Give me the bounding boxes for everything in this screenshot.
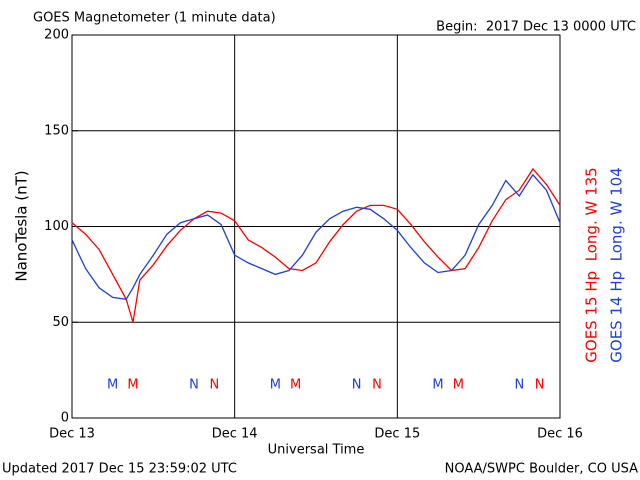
y-axis-label: NanoTesla (nT): [13, 170, 31, 281]
y-tick-label: 0: [61, 411, 69, 426]
footer-left: Updated 2017 Dec 15 23:59:02 UTC: [2, 462, 237, 477]
annotation: N: [514, 378, 524, 393]
annotation: N: [209, 378, 219, 393]
series-line: [71, 167, 561, 323]
annotation: M: [127, 378, 138, 393]
annotation: N: [352, 378, 362, 393]
annotation: M: [290, 378, 301, 393]
annotation: M: [107, 378, 118, 393]
plot-frame: [71, 34, 561, 419]
annotation: M: [453, 378, 464, 393]
x-tick-label: Dec 14: [212, 427, 258, 442]
annotation: N: [535, 378, 545, 393]
legend-entry: GOES 15 Hp Long. W 135: [583, 167, 601, 362]
y-tick-label: 50: [52, 315, 69, 330]
footer-right: NOAA/SWPC Boulder, CO USA: [445, 462, 638, 477]
x-axis-label: Universal Time: [268, 443, 365, 458]
annotation: M: [432, 378, 443, 393]
chart-subtitle: Begin: 2017 Dec 13 0000 UTC: [436, 20, 636, 35]
legend-entry: GOES 14 Hp Long. W 104: [608, 167, 626, 362]
y-tick-label: 150: [44, 123, 69, 138]
y-tick-label: 200: [44, 28, 69, 43]
x-tick-label: Dec 13: [49, 427, 95, 442]
annotation: N: [189, 378, 199, 393]
x-tick-label: Dec 16: [537, 427, 583, 442]
annotation: N: [372, 378, 382, 393]
chart-title: GOES Magnetometer (1 minute data): [33, 11, 276, 26]
x-tick-label: Dec 15: [374, 427, 420, 442]
y-tick-label: 100: [44, 219, 69, 234]
annotation: M: [270, 378, 281, 393]
series-line: [71, 173, 561, 301]
